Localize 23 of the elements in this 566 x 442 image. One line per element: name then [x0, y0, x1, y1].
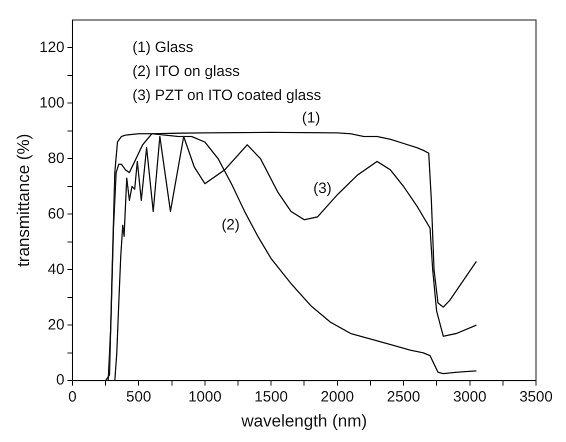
annotation: (3) PZT on ITO coated glass — [132, 87, 322, 104]
x-tick-label: 3500 — [519, 388, 553, 406]
y-axis-title: transmittance (%) — [14, 134, 33, 267]
y-tick-label: 120 — [39, 38, 64, 56]
y-tick-label: 0 — [56, 372, 64, 389]
series-label: (1) — [302, 109, 320, 126]
y-tick-label: 40 — [48, 260, 64, 278]
x-tick-label: 1500 — [254, 388, 288, 406]
x-tick-label: 0 — [68, 388, 77, 406]
annotation: (1) Glass — [132, 39, 194, 56]
x-tick-label: 3000 — [453, 388, 486, 406]
annotation: (2) ITO on glass — [132, 63, 240, 80]
x-axis-title: wavelength (nm) — [240, 411, 368, 430]
y-tick-label: 20 — [48, 316, 64, 334]
y-tick-label: 100 — [39, 94, 64, 112]
series-label: (3) — [313, 180, 332, 198]
series-label: (2) — [221, 216, 240, 234]
x-tick-label: 2000 — [320, 388, 354, 406]
x-tick-label: 2500 — [386, 388, 420, 406]
y-tick-label: 80 — [48, 150, 64, 167]
x-tick-label: 1000 — [188, 388, 222, 406]
x-tick-label: 500 — [126, 388, 152, 406]
y-tick-label: 60 — [48, 205, 64, 222]
